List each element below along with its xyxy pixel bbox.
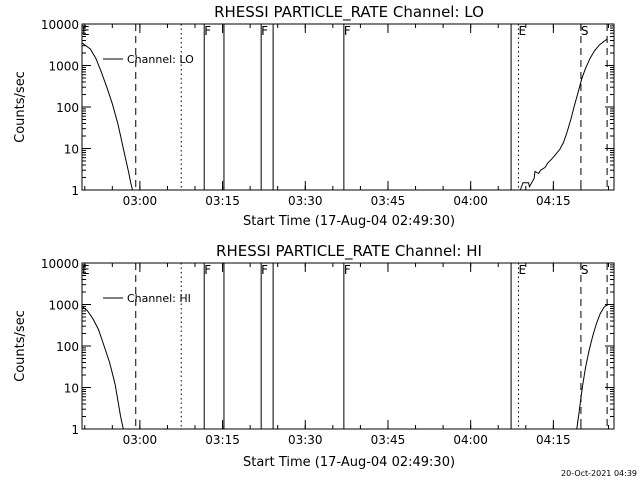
x-tick-label: 03:30	[288, 194, 323, 208]
y-tick-label: 10	[64, 143, 79, 157]
plot-marks: 03:00 03:15 03:30 03:45 04:00 04:15 1 10 100 1000…	[41, 257, 614, 447]
y-tick-label: 10	[64, 382, 79, 396]
x-tick-label: 04:15	[536, 194, 571, 208]
plot-frame	[81, 23, 615, 191]
x-tick-label: 03:30	[288, 433, 323, 447]
series-line	[576, 304, 608, 430]
x-tick-label: 03:00	[123, 194, 158, 208]
y-tick-label: 1	[71, 184, 79, 198]
x-tick-label: 03:00	[123, 433, 158, 447]
y-tick-label: 1000	[48, 60, 79, 74]
y-axis-label: Counts/sec	[13, 310, 28, 382]
event-label: F	[261, 24, 268, 38]
legend-label: Channel: LO	[127, 53, 194, 66]
event-label: F	[204, 24, 211, 38]
event-label: S	[581, 263, 589, 277]
panel-hi: RHESSI PARTICLE_RATE Channel: HI 03:00 03…	[13, 242, 615, 470]
y-tick-label: 100	[56, 101, 79, 115]
y-tick-label: 1000	[48, 299, 79, 313]
y-tick-label: 10000	[41, 257, 79, 271]
series-line	[519, 38, 608, 191]
event-label: F	[344, 24, 351, 38]
y-axis-label: Counts/sec	[13, 71, 28, 143]
x-tick-label: 03:15	[205, 194, 240, 208]
event-label: E	[518, 263, 526, 277]
y-tick-label: 10000	[41, 18, 79, 32]
x-tick-label: 04:15	[536, 433, 571, 447]
x-axis-label: Start Time (17-Aug-04 02:49:30)	[243, 455, 455, 470]
event-label: F	[204, 263, 211, 277]
timestamp-label: 20-Oct-2021 04:39	[561, 469, 637, 478]
legend-label: Channel: HI	[127, 292, 191, 305]
event-label: F	[344, 263, 351, 277]
chart-title: RHESSI PARTICLE_RATE Channel: LO	[214, 3, 484, 22]
x-tick-label: 04:00	[453, 433, 488, 447]
x-axis-label: Start Time (17-Aug-04 02:49:30)	[243, 214, 455, 229]
chart-title: RHESSI PARTICLE_RATE Channel: HI	[216, 242, 482, 261]
series-line	[81, 306, 124, 430]
y-tick-label: 1	[71, 423, 79, 437]
x-tick-label: 03:15	[205, 433, 240, 447]
event-label: E	[518, 24, 526, 38]
x-tick-label: 03:45	[371, 194, 406, 208]
y-tick-label: 100	[56, 340, 79, 354]
event-label: E	[82, 263, 90, 277]
plot-frame	[81, 262, 615, 430]
x-tick-label: 04:00	[453, 194, 488, 208]
event-label: E	[82, 24, 90, 38]
event-label: F	[261, 263, 268, 277]
plot-marks: 03:00 03:15 03:30 03:45 04:00 04:15 1 10 100 1000…	[41, 18, 614, 208]
panel-lo: RHESSI PARTICLE_RATE Channel: LO 03:00 03…	[13, 3, 615, 229]
series-line	[81, 42, 133, 191]
x-tick-label: 03:45	[371, 433, 406, 447]
event-label: S	[581, 24, 589, 38]
